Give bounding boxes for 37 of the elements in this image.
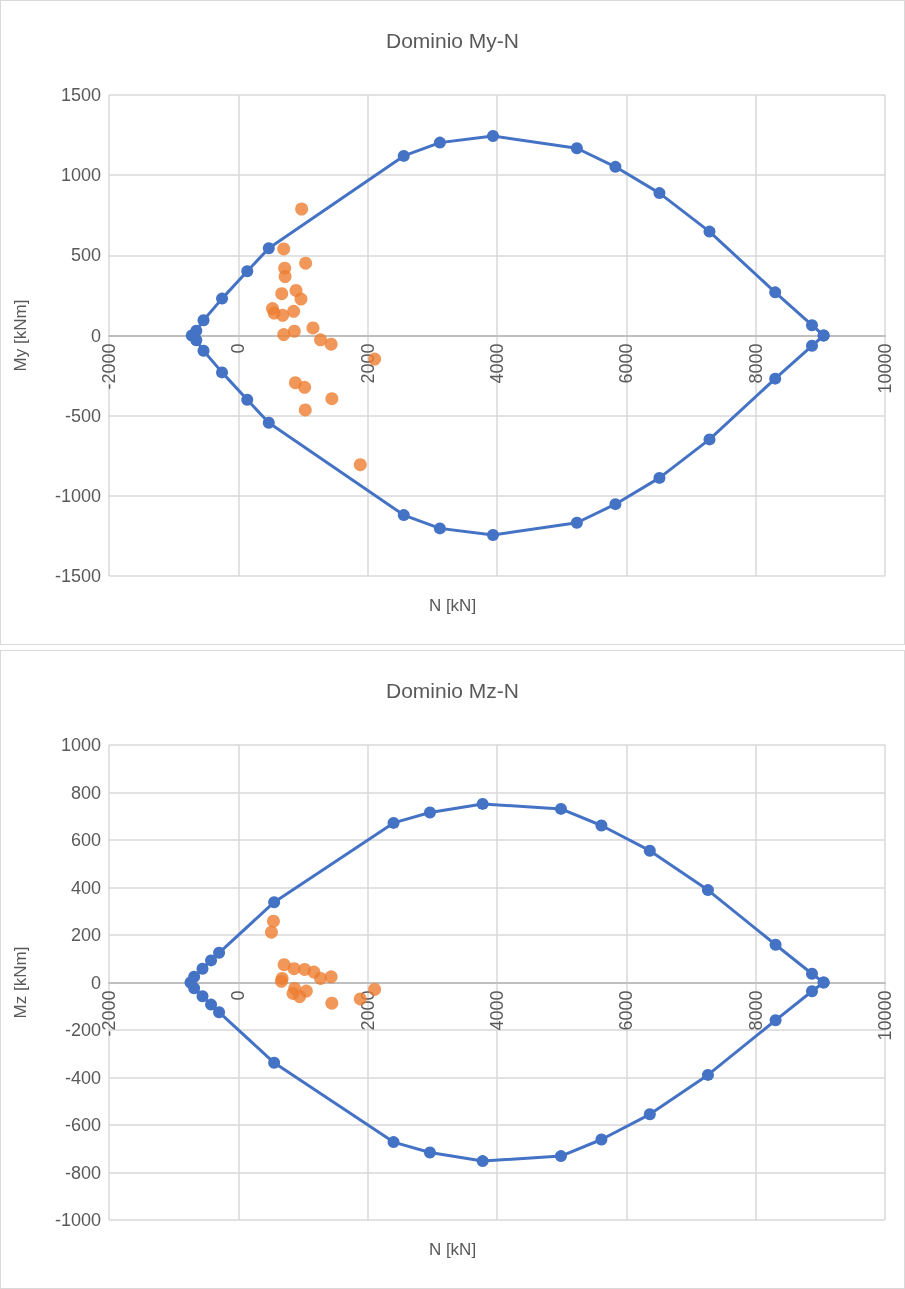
x-tick-label: 10000	[875, 343, 895, 394]
y-tick-label: 0	[90, 325, 101, 346]
y-tick-label: 600	[70, 830, 101, 850]
y-tick-label: -600	[64, 1115, 101, 1135]
y-tick-label: 1000	[60, 165, 101, 186]
x-tick-label: 10000	[875, 990, 895, 1041]
y-tick-label: 0	[90, 972, 101, 993]
y-tick-label: 200	[70, 925, 101, 945]
y-axis-title: My [kNm]	[11, 299, 30, 372]
x-tick-label: 0	[228, 343, 249, 354]
x-axis-title: N [kN]	[428, 596, 477, 615]
chart-title: Dominio Mz-N	[385, 679, 520, 702]
x-tick-label: 6000	[616, 343, 637, 384]
x-tick-label: 2000	[357, 990, 378, 1031]
y-tick-label: 500	[70, 245, 101, 266]
x-tick-label: 4000	[487, 990, 507, 1031]
x-tick-label: 8000	[745, 990, 766, 1031]
y-tick-label: -1000	[54, 485, 101, 506]
chart-title: Dominio My-N	[385, 29, 520, 52]
y-tick-label: -1000	[54, 1210, 101, 1230]
x-tick-label: 2000	[357, 343, 378, 384]
x-tick-label: 0	[228, 990, 249, 1001]
y-axis-title: Mz [kNm]	[11, 946, 30, 1019]
y-tick-label: -500	[64, 405, 101, 426]
y-tick-label: 400	[70, 877, 101, 898]
y-tick-label: 1500	[60, 85, 101, 105]
y-tick-label: 1000	[60, 735, 101, 755]
y-tick-label: -1500	[54, 566, 101, 586]
x-tick-label: 6000	[616, 990, 637, 1031]
y-tick-label: -200	[64, 1020, 101, 1040]
x-tick-label: -2000	[99, 343, 119, 390]
x-tick-label: 4000	[487, 343, 507, 384]
x-axis-title: N [kN]	[428, 1240, 477, 1259]
y-tick-label: 800	[70, 782, 101, 803]
y-tick-label: -400	[64, 1067, 101, 1088]
y-tick-label: -800	[64, 1162, 101, 1183]
x-tick-label: 8000	[745, 343, 766, 384]
